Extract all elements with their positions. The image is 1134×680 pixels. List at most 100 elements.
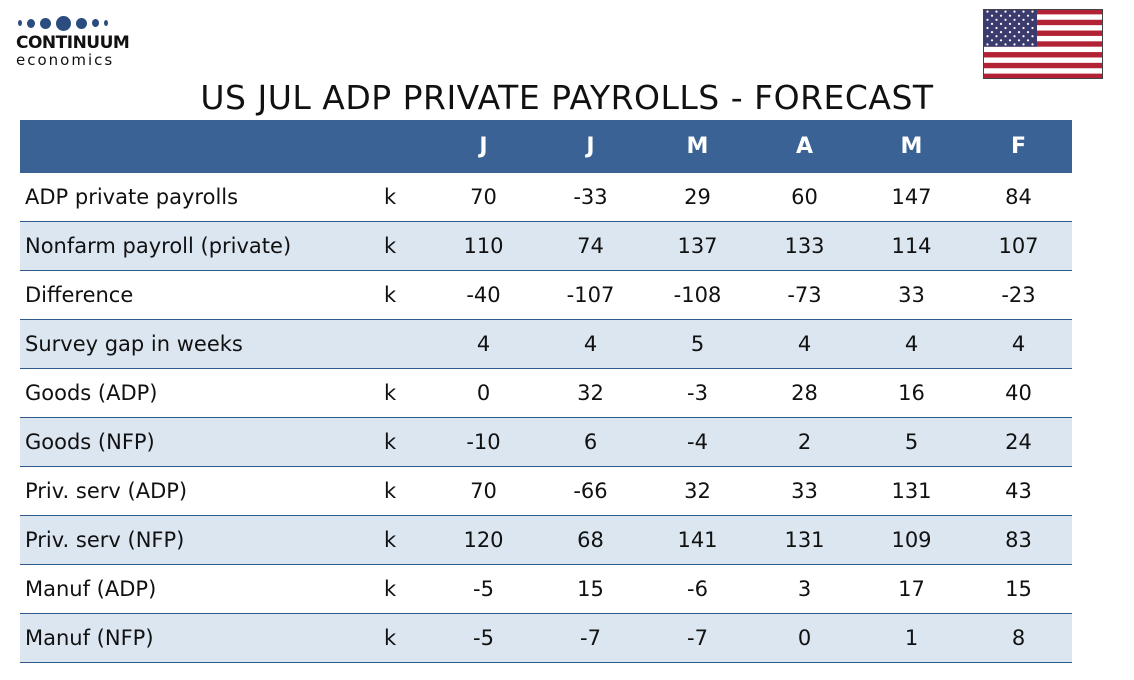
table-cell: -6 [644,564,751,614]
table-cell: 133 [751,221,858,271]
table-row: Nonfarm payroll (private) k 110 74 137 133 114… [20,221,1072,271]
table-cell: -10 [430,417,537,467]
table-cell: 5 [858,417,965,467]
row-unit: k [380,515,430,565]
row-label: Survey gap in weeks [20,319,380,369]
table-cell: 60 [751,173,858,222]
row-label: Goods (NFP) [20,417,380,467]
row-label: Priv. serv (NFP) [20,515,380,565]
page-title: US JUL ADP PRIVATE PAYROLLS - FORECAST [200,78,934,117]
table-cell: 0 [430,368,537,418]
table-cell: 83 [965,515,1072,565]
table-cell: 33 [751,466,858,516]
table-cell: -7 [537,613,644,663]
row-label: Manuf (ADP) [20,564,380,614]
logo-dots-icon [16,14,146,32]
row-label: Priv. serv (ADP) [20,466,380,516]
company-logo: CONTINUUM economics [16,14,146,68]
table-cell: -107 [537,270,644,320]
table-cell: 1 [858,613,965,663]
table-cell: 147 [858,173,965,222]
column-header: M [858,120,965,173]
row-unit: k [380,173,430,222]
table-row: Difference k -40 -107 -108 -73 33 -23 [20,270,1072,320]
row-label: ADP private payrolls [20,173,380,222]
table-cell: -40 [430,270,537,320]
table-cell: -4 [644,417,751,467]
table-cell: 16 [858,368,965,418]
table-cell: -66 [537,466,644,516]
row-unit: k [380,417,430,467]
table-cell: 4 [537,319,644,369]
table-cell: 0 [751,613,858,663]
table-cell: 4 [858,319,965,369]
table-cell: -5 [430,564,537,614]
table-row: Goods (NFP) k -10 6 -4 2 5 24 [20,417,1072,467]
table-cell: 114 [858,221,965,271]
table-cell: 32 [537,368,644,418]
table-row: Goods (ADP) k 0 32 -3 28 16 40 [20,368,1072,418]
us-flag-icon [983,9,1103,79]
table-cell: 4 [751,319,858,369]
table-cell: 110 [430,221,537,271]
table-cell: 28 [751,368,858,418]
table-cell: 5 [644,319,751,369]
table-cell: 70 [430,173,537,222]
row-unit: k [380,221,430,271]
table-cell: 4 [430,319,537,369]
column-header: M [644,120,751,173]
header-empty-label [20,120,380,173]
table-cell: 109 [858,515,965,565]
table-cell: -73 [751,270,858,320]
table-row: Priv. serv (ADP) k 70 -66 32 33 131 43 [20,466,1072,516]
row-unit [380,319,430,369]
table-cell: -7 [644,613,751,663]
table-cell: 120 [430,515,537,565]
table-cell: 15 [965,564,1072,614]
column-header: J [430,120,537,173]
table-row: Priv. serv (NFP) k 120 68 141 131 109 83 [20,515,1072,565]
table-cell: 2 [751,417,858,467]
row-unit: k [380,564,430,614]
table-cell: 84 [965,173,1072,222]
column-header: A [751,120,858,173]
row-unit: k [380,368,430,418]
table-cell: 74 [537,221,644,271]
table-cell: 29 [644,173,751,222]
table-cell: 24 [965,417,1072,467]
table-cell: 107 [965,221,1072,271]
row-unit: k [380,613,430,663]
table-cell: 141 [644,515,751,565]
table-cell: 40 [965,368,1072,418]
row-label: Goods (ADP) [20,368,380,418]
table-cell: 4 [965,319,1072,369]
row-label: Nonfarm payroll (private) [20,221,380,271]
row-unit: k [380,270,430,320]
table-cell: -108 [644,270,751,320]
table-row: Survey gap in weeks 4 4 5 4 4 4 [20,319,1072,369]
table-cell: 33 [858,270,965,320]
table-cell: -23 [965,270,1072,320]
table-cell: 32 [644,466,751,516]
table-row: ADP private payrolls k 70 -33 29 60 147 84 [20,173,1072,222]
table-cell: 15 [537,564,644,614]
table-cell: 131 [858,466,965,516]
table-cell: 43 [965,466,1072,516]
table-cell: 3 [751,564,858,614]
table-cell: 6 [537,417,644,467]
table-cell: 8 [965,613,1072,663]
table-cell: 17 [858,564,965,614]
column-header: F [965,120,1072,173]
table-cell: 70 [430,466,537,516]
table-row: Manuf (NFP) k -5 -7 -7 0 1 8 [20,613,1072,663]
row-label: Manuf (NFP) [20,613,380,663]
table-row: Manuf (ADP) k -5 15 -6 3 17 15 [20,564,1072,614]
table-cell: -5 [430,613,537,663]
logo-subtitle: economics [16,51,115,69]
table-cell: 68 [537,515,644,565]
table-cell: -3 [644,368,751,418]
row-label: Difference [20,270,380,320]
table-cell: 131 [751,515,858,565]
